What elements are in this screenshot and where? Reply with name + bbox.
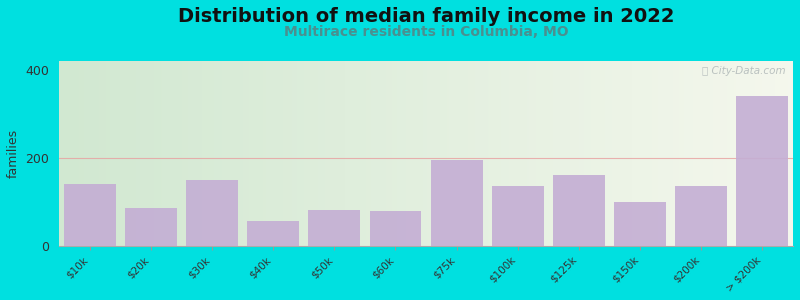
Bar: [553, 175, 605, 246]
Bar: [675, 186, 727, 246]
Text: Multirace residents in Columbia, MO: Multirace residents in Columbia, MO: [284, 25, 568, 39]
Bar: [737, 96, 789, 246]
Y-axis label: families: families: [7, 129, 20, 178]
Bar: [186, 180, 238, 246]
Bar: [308, 210, 360, 246]
Bar: [370, 211, 422, 246]
Bar: [64, 184, 116, 246]
Bar: [125, 208, 177, 246]
Title: Distribution of median family income in 2022: Distribution of median family income in …: [178, 7, 674, 26]
Text: Ⓢ City-Data.com: Ⓢ City-Data.com: [702, 66, 786, 76]
Bar: [614, 202, 666, 246]
Bar: [430, 160, 482, 246]
Bar: [492, 186, 544, 246]
Bar: [247, 221, 299, 246]
